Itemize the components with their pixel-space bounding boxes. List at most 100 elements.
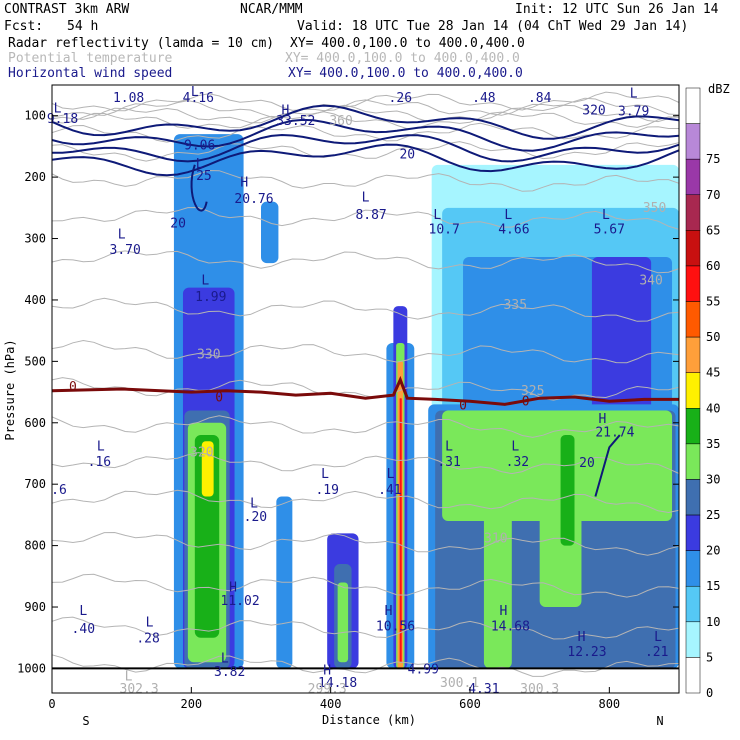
theta-isentropes [51, 91, 680, 677]
theta-contour-12 [51, 415, 680, 438]
colorbar-label-25: 25 [706, 508, 720, 522]
theta-contour-17 [51, 616, 680, 640]
colorbar-swatch-55 [685, 265, 701, 302]
y-axis-title: Pressure (hPa) [3, 339, 17, 440]
contour-label-65: .28 [136, 632, 159, 647]
contour-label-20: L [362, 191, 370, 206]
contour-label-32: L [201, 274, 209, 289]
colorbar-swatch-30 [685, 443, 701, 480]
contour-label-69: 14.68 [491, 619, 530, 634]
contour-label-82: 300.1 [440, 676, 479, 691]
colorbar-label-40: 40 [706, 401, 720, 415]
contour-label-44: L [97, 439, 105, 454]
contour-label-59: 310 [484, 532, 507, 547]
colorbar-swatch-25 [685, 479, 701, 516]
theta-contour-7 [51, 206, 680, 230]
contour-label-83: 4.31 [468, 682, 499, 697]
theta-contour-13 [51, 452, 680, 475]
contour-label-1: L [191, 85, 199, 100]
plot-area [52, 85, 679, 693]
contour-label-18: H [240, 175, 248, 190]
wind-speed-contours [51, 104, 680, 497]
contour-label-4: .48 [472, 91, 495, 106]
contour-label-34: 340 [639, 274, 662, 289]
theta-contour-1 [51, 97, 680, 118]
contour-label-39: 0 [215, 390, 223, 405]
colorbar-swatch-top [685, 87, 701, 124]
wind-contour-1 [51, 118, 680, 152]
field-theta-label: Potential temperature [8, 51, 173, 66]
contour-label-43: 21.74 [595, 425, 634, 440]
contour-label-53: L [321, 467, 329, 482]
colorbar-swatch-75 [685, 123, 701, 160]
theta-contour-3 [51, 111, 680, 130]
contour-label-33: 1.99 [195, 290, 226, 305]
reflectivity-cell-19 [591, 256, 652, 411]
colorbar-swatch-5 [685, 621, 701, 658]
forecast-hour: 54 h [67, 19, 99, 34]
reflectivity-cell-15 [399, 398, 402, 663]
theta-contour-2 [51, 104, 680, 124]
org-name: NCAR/MMM [240, 2, 303, 17]
theta-contour-16 [51, 573, 680, 598]
init-time: Init: 12 UTC Sun 26 Jan 14 [515, 2, 719, 17]
contour-label-19: 20.76 [234, 192, 273, 207]
contour-label-21: 8.87 [355, 208, 386, 223]
reflectivity-cell-23 [483, 422, 512, 669]
contour-label-52: .6 [51, 483, 67, 498]
contour-label-28: 350 [643, 201, 666, 216]
contour-label-67: 10.56 [376, 619, 415, 634]
field-wind-xy: XY= 400.0,100.0 to 400.0,400.0 [288, 66, 523, 81]
contour-label-16: L [196, 157, 204, 172]
contour-label-14: 9.06 [184, 139, 215, 154]
theta-contour-8 [51, 250, 680, 274]
colorbar-swatch-40 [685, 372, 701, 409]
contour-label-11: H [281, 104, 289, 119]
reflectivity-cell-25 [560, 435, 575, 546]
contour-label-0: 1.08 [113, 91, 144, 106]
contour-label-71: 12.23 [567, 645, 606, 660]
y-tick-label-300: 300 [24, 232, 46, 246]
colorbar-swatch-50 [685, 301, 701, 338]
contour-label-51: 20 [579, 456, 595, 471]
contour-label-62: L [79, 604, 87, 619]
wind-contour-local [190, 164, 208, 212]
contour-label-68: H [499, 604, 507, 619]
contour-label-76: 4.99 [408, 662, 439, 677]
contour-label-12: 33.52 [276, 114, 315, 129]
contour-label-23: 10.7 [429, 223, 460, 238]
field-reflectivity-xy: XY= 400.0,100.0 to 400.0,400.0 [290, 36, 525, 51]
contour-label-30: L [118, 228, 126, 243]
reflectivity-cell-10 [337, 582, 349, 663]
theta-contour-5 [51, 141, 680, 162]
contour-label-26: L [602, 208, 610, 223]
contour-label-66: H [385, 604, 393, 619]
colorbar-label-70: 70 [706, 188, 720, 202]
contour-label-55: L [387, 467, 395, 482]
contour-label-15: 20 [399, 148, 415, 163]
contour-label-29: 20 [170, 217, 186, 232]
contour-label-31: 3.70 [110, 243, 141, 258]
contour-label-42: H [598, 412, 606, 427]
y-tick-label-900: 900 [24, 600, 46, 614]
y-tick-label-400: 400 [24, 293, 46, 307]
contour-label-13: 360 [329, 114, 352, 129]
field-wind-label: Horizontal wind speed [8, 66, 173, 81]
colorbar-label-45: 45 [706, 366, 720, 380]
wind-contour-low [594, 434, 621, 497]
colorbar-label-20: 20 [706, 544, 720, 558]
contour-label-40: 0 [459, 398, 467, 413]
contour-label-77: H [323, 664, 331, 679]
colorbar-swatch-65 [685, 194, 701, 231]
contour-label-46: 320 [190, 446, 213, 461]
contour-label-84: 300.3 [520, 682, 559, 697]
contour-label-37: 325 [521, 384, 544, 399]
contour-label-38: 0 [69, 380, 77, 395]
contour-label-8: 3.79 [618, 105, 649, 120]
colorbar-unit: dBZ [708, 82, 730, 96]
theta-contour-6 [51, 169, 680, 192]
contour-label-50: .32 [506, 455, 529, 470]
x-tick-label-600: 600 [459, 697, 481, 711]
